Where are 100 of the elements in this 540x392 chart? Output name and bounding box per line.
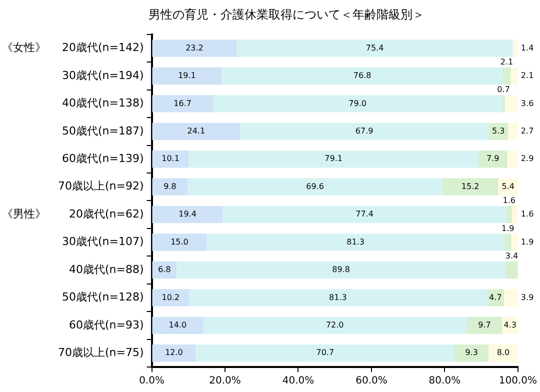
data-label: 79.0	[348, 98, 366, 108]
data-label: 15.0	[170, 237, 188, 246]
bar	[152, 67, 222, 85]
data-label: 1.6	[520, 210, 534, 219]
bar	[442, 178, 498, 196]
x-tick-label: 0.0%	[139, 376, 164, 387]
bar	[240, 122, 489, 140]
data-label: 15.2	[461, 182, 480, 191]
bar	[505, 261, 518, 279]
bar	[507, 150, 518, 168]
bar	[222, 206, 506, 224]
data-label: 3.6	[520, 98, 534, 108]
data-label: 77.4	[356, 210, 374, 219]
x-tick-label: 80.0%	[428, 376, 461, 387]
bar	[510, 67, 518, 85]
y-tick-label: 60歳代(n=139)	[62, 152, 144, 165]
bar	[504, 234, 512, 251]
bar	[508, 122, 518, 140]
data-label: 75.4	[366, 43, 384, 52]
bar	[511, 234, 518, 251]
bar	[152, 289, 190, 306]
data-label: 2.9	[520, 154, 534, 164]
bar	[504, 95, 518, 112]
bar	[152, 40, 237, 57]
data-label: 14.0	[168, 320, 187, 330]
x-tick-label: 20.0%	[209, 376, 241, 387]
data-label: 2.1	[500, 57, 514, 66]
y-tick-label: 50歳代(n=128)	[62, 290, 144, 304]
data-label: 0.7	[497, 85, 510, 94]
data-label: 70.7	[316, 348, 334, 358]
bar	[506, 206, 512, 224]
data-label: 19.1	[178, 71, 196, 80]
data-label: 9.7	[478, 320, 491, 330]
bar	[152, 206, 223, 224]
bar	[504, 289, 518, 306]
data-label: 79.1	[324, 154, 342, 164]
data-label: 2.1	[520, 71, 534, 80]
data-label: 1.9	[502, 224, 514, 233]
data-label: 5.4	[502, 182, 514, 191]
bar	[152, 344, 196, 362]
data-label: 24.1	[187, 126, 206, 136]
data-label: 81.3	[346, 237, 364, 246]
data-label: 8.0	[496, 348, 510, 358]
data-label: 72.0	[326, 320, 344, 330]
bar	[203, 316, 467, 334]
bar	[488, 344, 518, 362]
bar	[188, 178, 443, 196]
data-label: 1.9	[520, 237, 534, 246]
x-tick-label: 40.0%	[282, 376, 314, 387]
x-tick-label: 100.0%	[498, 376, 538, 387]
y-tick-label: 70歳以上(n=75)	[58, 346, 144, 359]
bar	[206, 234, 504, 251]
data-label: 3.9	[520, 292, 534, 302]
bar	[152, 150, 189, 168]
bar	[152, 178, 188, 196]
bar	[488, 122, 508, 140]
y-tick-label: 30歳代(n=107)	[62, 235, 144, 248]
data-label: 4.7	[489, 292, 502, 302]
data-label: 1.4	[520, 43, 534, 52]
data-label: 4.3	[504, 320, 516, 330]
data-label: 23.2	[186, 43, 204, 52]
bar	[498, 178, 518, 196]
data-label: 6.8	[158, 265, 171, 274]
y-tick-label: 60歳代(n=93)	[69, 318, 144, 332]
data-label: 76.8	[353, 71, 372, 80]
data-label: 12.0	[165, 348, 183, 358]
y-tick-label: 40歳代(n=88)	[69, 262, 144, 276]
y-tick-label: 50歳代(n=187)	[62, 124, 144, 138]
text: 《男性》	[2, 207, 46, 220]
data-label: 10.2	[162, 292, 180, 302]
bar	[478, 150, 508, 168]
data-label: 9.8	[164, 182, 176, 191]
bar	[502, 95, 505, 112]
y-tick-label: 20歳代(n=62)	[69, 207, 144, 220]
bar	[466, 316, 502, 334]
bar	[189, 289, 487, 306]
y-tick-label: 20歳代(n=142)	[62, 41, 144, 54]
bar	[236, 40, 513, 57]
bar	[212, 95, 502, 112]
bar	[196, 344, 455, 362]
bar	[152, 95, 213, 112]
chart-title: 男性の育児・介護休業取得について＜年齢階級別＞	[148, 7, 424, 22]
text: 《女性》	[2, 41, 46, 54]
bar	[152, 234, 207, 251]
bar	[454, 344, 489, 362]
data-label: 89.8	[332, 265, 350, 274]
bar	[152, 316, 204, 334]
data-label: 5.3	[492, 126, 505, 136]
bar	[152, 122, 240, 140]
data-label: 10.1	[162, 154, 180, 164]
data-label: 2.7	[520, 126, 534, 136]
bar	[512, 206, 518, 224]
bar	[502, 67, 511, 85]
data-label: 16.7	[174, 98, 192, 108]
x-tick-label: 60.0%	[356, 376, 388, 387]
y-tick-label: 70歳以上(n=92)	[58, 180, 144, 193]
bar	[222, 67, 503, 85]
data-label: 9.3	[465, 348, 478, 358]
data-label: 1.6	[502, 196, 516, 206]
bar	[486, 289, 504, 306]
